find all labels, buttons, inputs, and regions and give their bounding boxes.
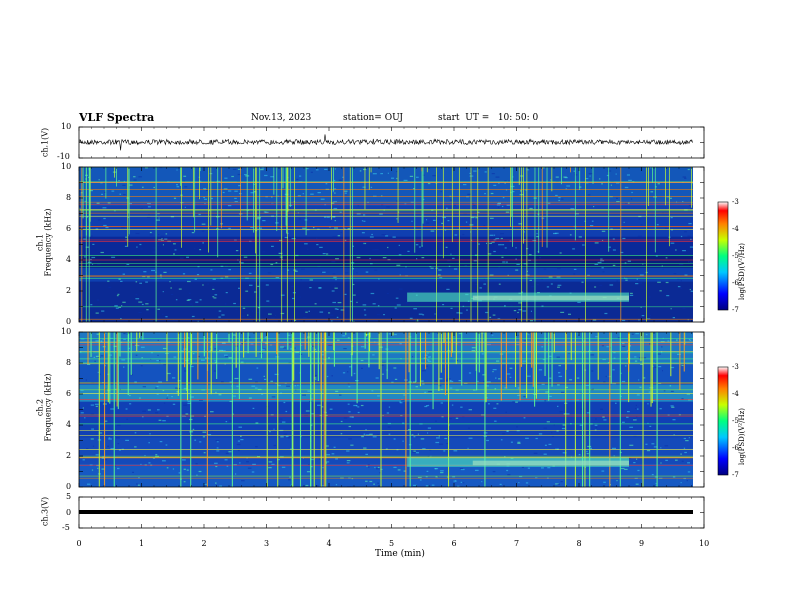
- spec-ytick-label: 2: [66, 286, 72, 295]
- ch1-spectrogram-panel: [78, 166, 705, 323]
- colorbar-tick-label: -3: [732, 198, 739, 206]
- spec-ytick-label: 6: [66, 389, 72, 398]
- date-label: Nov.13, 2023: [251, 113, 312, 123]
- ch2-colorbar: [717, 366, 729, 476]
- start-time-label: start UT = 10: 50: 0: [438, 113, 539, 123]
- x-tick-label: 5: [389, 539, 395, 548]
- spec-ytick-label: 0: [66, 482, 72, 491]
- ch1-spec-ylabel-line2: Frequency (kHz): [43, 208, 53, 277]
- station-label: station= OUJ: [343, 113, 404, 123]
- x-tick-label: 6: [451, 539, 457, 548]
- ch3-waveform-line: [79, 510, 693, 514]
- ch3-ytick: -5: [62, 523, 70, 532]
- ch1-ylabel: ch.1(V): [40, 127, 50, 158]
- ch1-waveform-line: [79, 134, 693, 151]
- ch3-ytick: 0: [66, 508, 72, 517]
- x-tick-label: 10: [699, 539, 710, 548]
- ch2-colorbar-label: log(PSD)(V²/Hz): [738, 408, 746, 465]
- ch1-ytick: -10: [57, 152, 70, 161]
- colorbar-tick-label: -4: [732, 225, 739, 233]
- figure-title: VLF Spectra: [79, 111, 155, 124]
- ch2-spectrogram-panel: [78, 331, 705, 488]
- spec-ytick-label: 10: [61, 327, 72, 336]
- x-tick-label: 0: [76, 539, 82, 548]
- ch1-colorbar-label: log(PSD)(V²/Hz): [738, 243, 746, 300]
- spec-ytick-label: 4: [66, 420, 72, 429]
- spec-ytick-label: 4: [66, 255, 72, 264]
- x-tick-label: 2: [201, 539, 207, 548]
- colorbar-tick-label: -5: [732, 417, 739, 425]
- x-axis-label: Time (min): [375, 549, 425, 559]
- colorbar-tick-label: -5: [732, 252, 739, 260]
- x-tick-label: 1: [139, 539, 145, 548]
- ch1-ytick: 10: [61, 122, 72, 131]
- spec-ytick-label: 8: [66, 193, 72, 202]
- colorbar-tick-label: -7: [732, 471, 739, 479]
- colorbar-tick-label: -6: [732, 444, 739, 452]
- x-tick-label: 3: [264, 539, 270, 548]
- colorbar-tick-label: -7: [732, 306, 739, 314]
- ch2-spec-ylabel-line2: Frequency (kHz): [43, 373, 53, 442]
- colorbar-tick-label: -6: [732, 279, 739, 287]
- ch3-waveform-panel: [78, 496, 705, 529]
- spec-ytick-label: 6: [66, 224, 72, 233]
- x-tick-label: 8: [576, 539, 582, 548]
- spec-ytick-label: 0: [66, 317, 72, 326]
- ch3-ylabel: ch.3(V): [40, 496, 50, 527]
- spec-ytick-label: 8: [66, 358, 72, 367]
- colorbar-tick-label: -4: [732, 390, 739, 398]
- colorbar-tick-label: -3: [732, 363, 739, 371]
- spec-ytick-label: 10: [61, 162, 72, 171]
- x-tick-label: 4: [326, 539, 332, 548]
- ch1-waveform-panel: [78, 126, 705, 159]
- ch3-ytick: 5: [66, 492, 72, 501]
- spec-ytick-label: 2: [66, 451, 72, 460]
- x-tick-label: 7: [514, 539, 520, 548]
- x-tick-label: 9: [639, 539, 645, 548]
- ch1-colorbar: [717, 201, 729, 311]
